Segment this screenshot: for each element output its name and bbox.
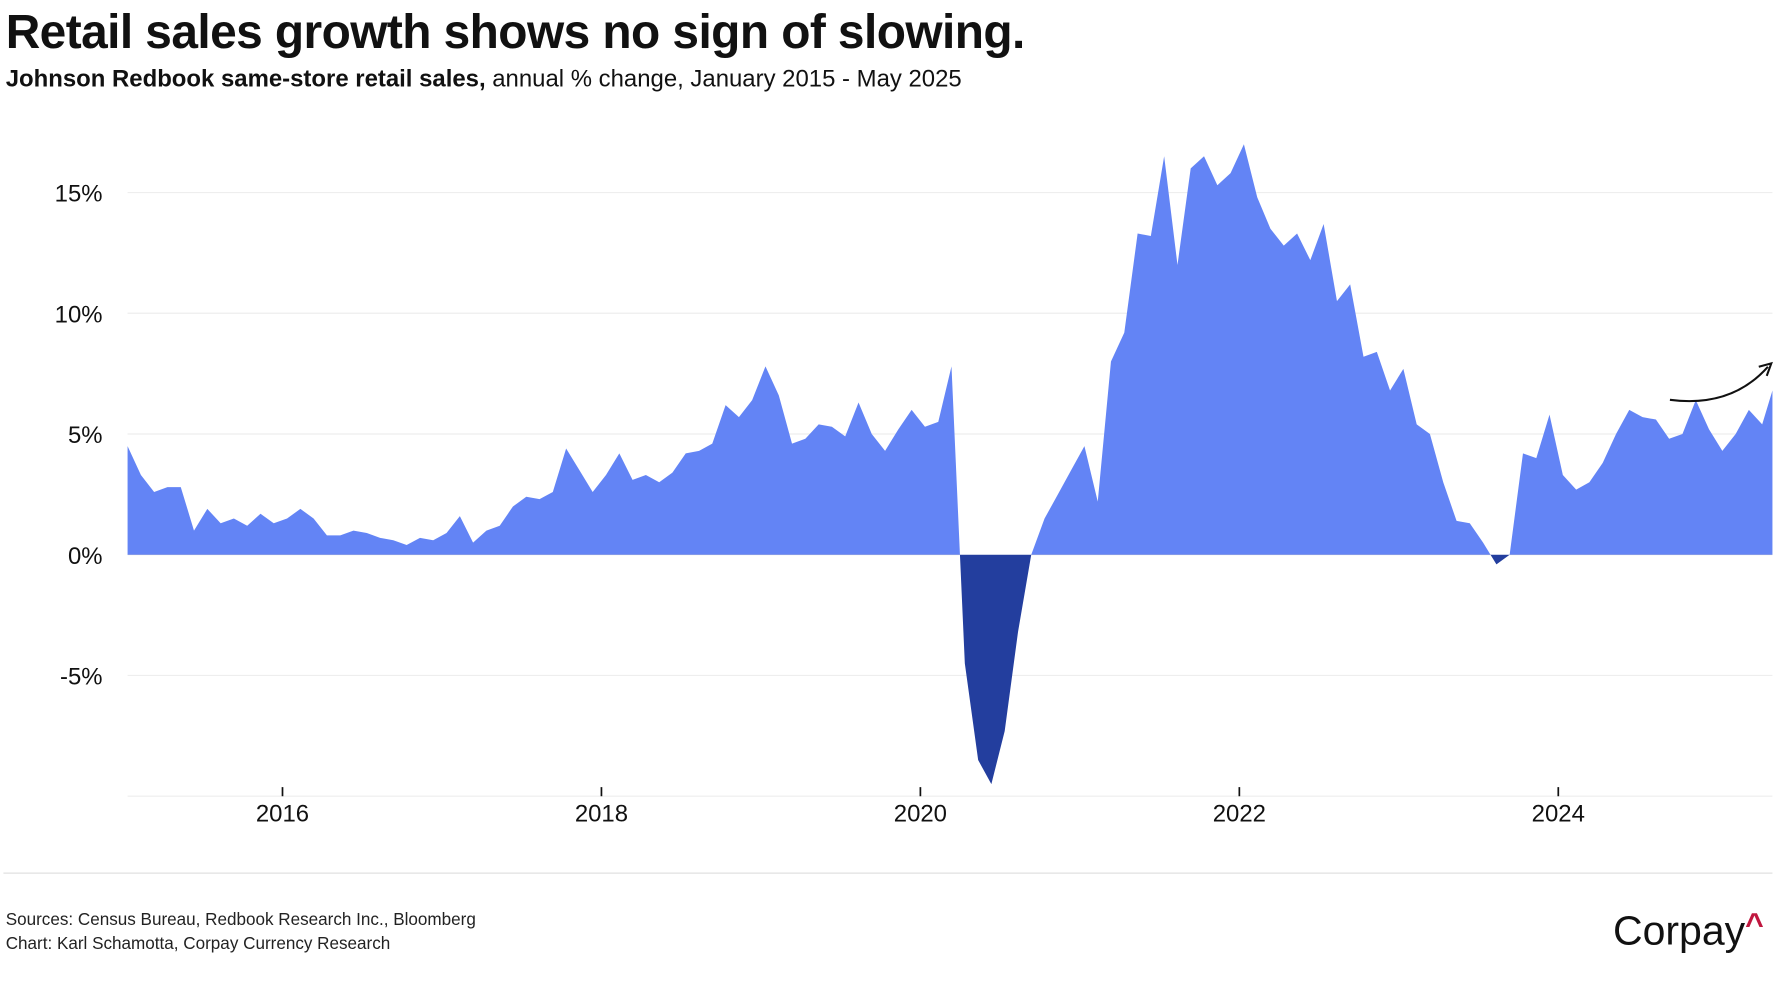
x-tick-label: 2020 — [894, 800, 947, 827]
subtitle-rest: annual % change, January 2015 - May 2025 — [485, 66, 962, 93]
subtitle-bold: Johnson Redbook same-store retail sales, — [5, 66, 486, 93]
x-axis: 2016 2018 2020 2022 2024 — [256, 787, 1585, 827]
corpay-logo: Corpay^ — [1613, 907, 1764, 955]
y-tick-label: 10% — [55, 301, 103, 328]
logo-text: Corpay — [1612, 906, 1746, 954]
area-positive — [127, 144, 1773, 555]
y-axis: 15% 10% 5% 0% -5% — [55, 181, 103, 691]
annotation-arrowhead — [1758, 361, 1773, 377]
chart-subtitle: Johnson Redbook same-store retail sales,… — [6, 66, 962, 93]
chart-title: Retail sales growth shows no sign of slo… — [5, 4, 1026, 59]
sources-note: Sources: Census Bureau, Redbook Research… — [5, 910, 476, 930]
annotation-arrow — [1669, 366, 1769, 403]
y-tick-label: -5% — [60, 664, 103, 691]
logo-caret-icon: ^ — [1745, 906, 1764, 943]
x-tick-label: 2022 — [1213, 800, 1266, 827]
chart-credit: Chart: Karl Schamotta, Corpay Currency R… — [5, 934, 391, 954]
x-tick-label: 2018 — [575, 800, 628, 827]
y-tick-label: 5% — [68, 422, 103, 449]
x-tick-label: 2024 — [1532, 800, 1585, 827]
x-tick-label: 2016 — [256, 800, 309, 827]
y-tick-label: 15% — [55, 181, 103, 208]
footer-divider — [3, 872, 1773, 874]
y-tick-label: 0% — [68, 543, 103, 570]
